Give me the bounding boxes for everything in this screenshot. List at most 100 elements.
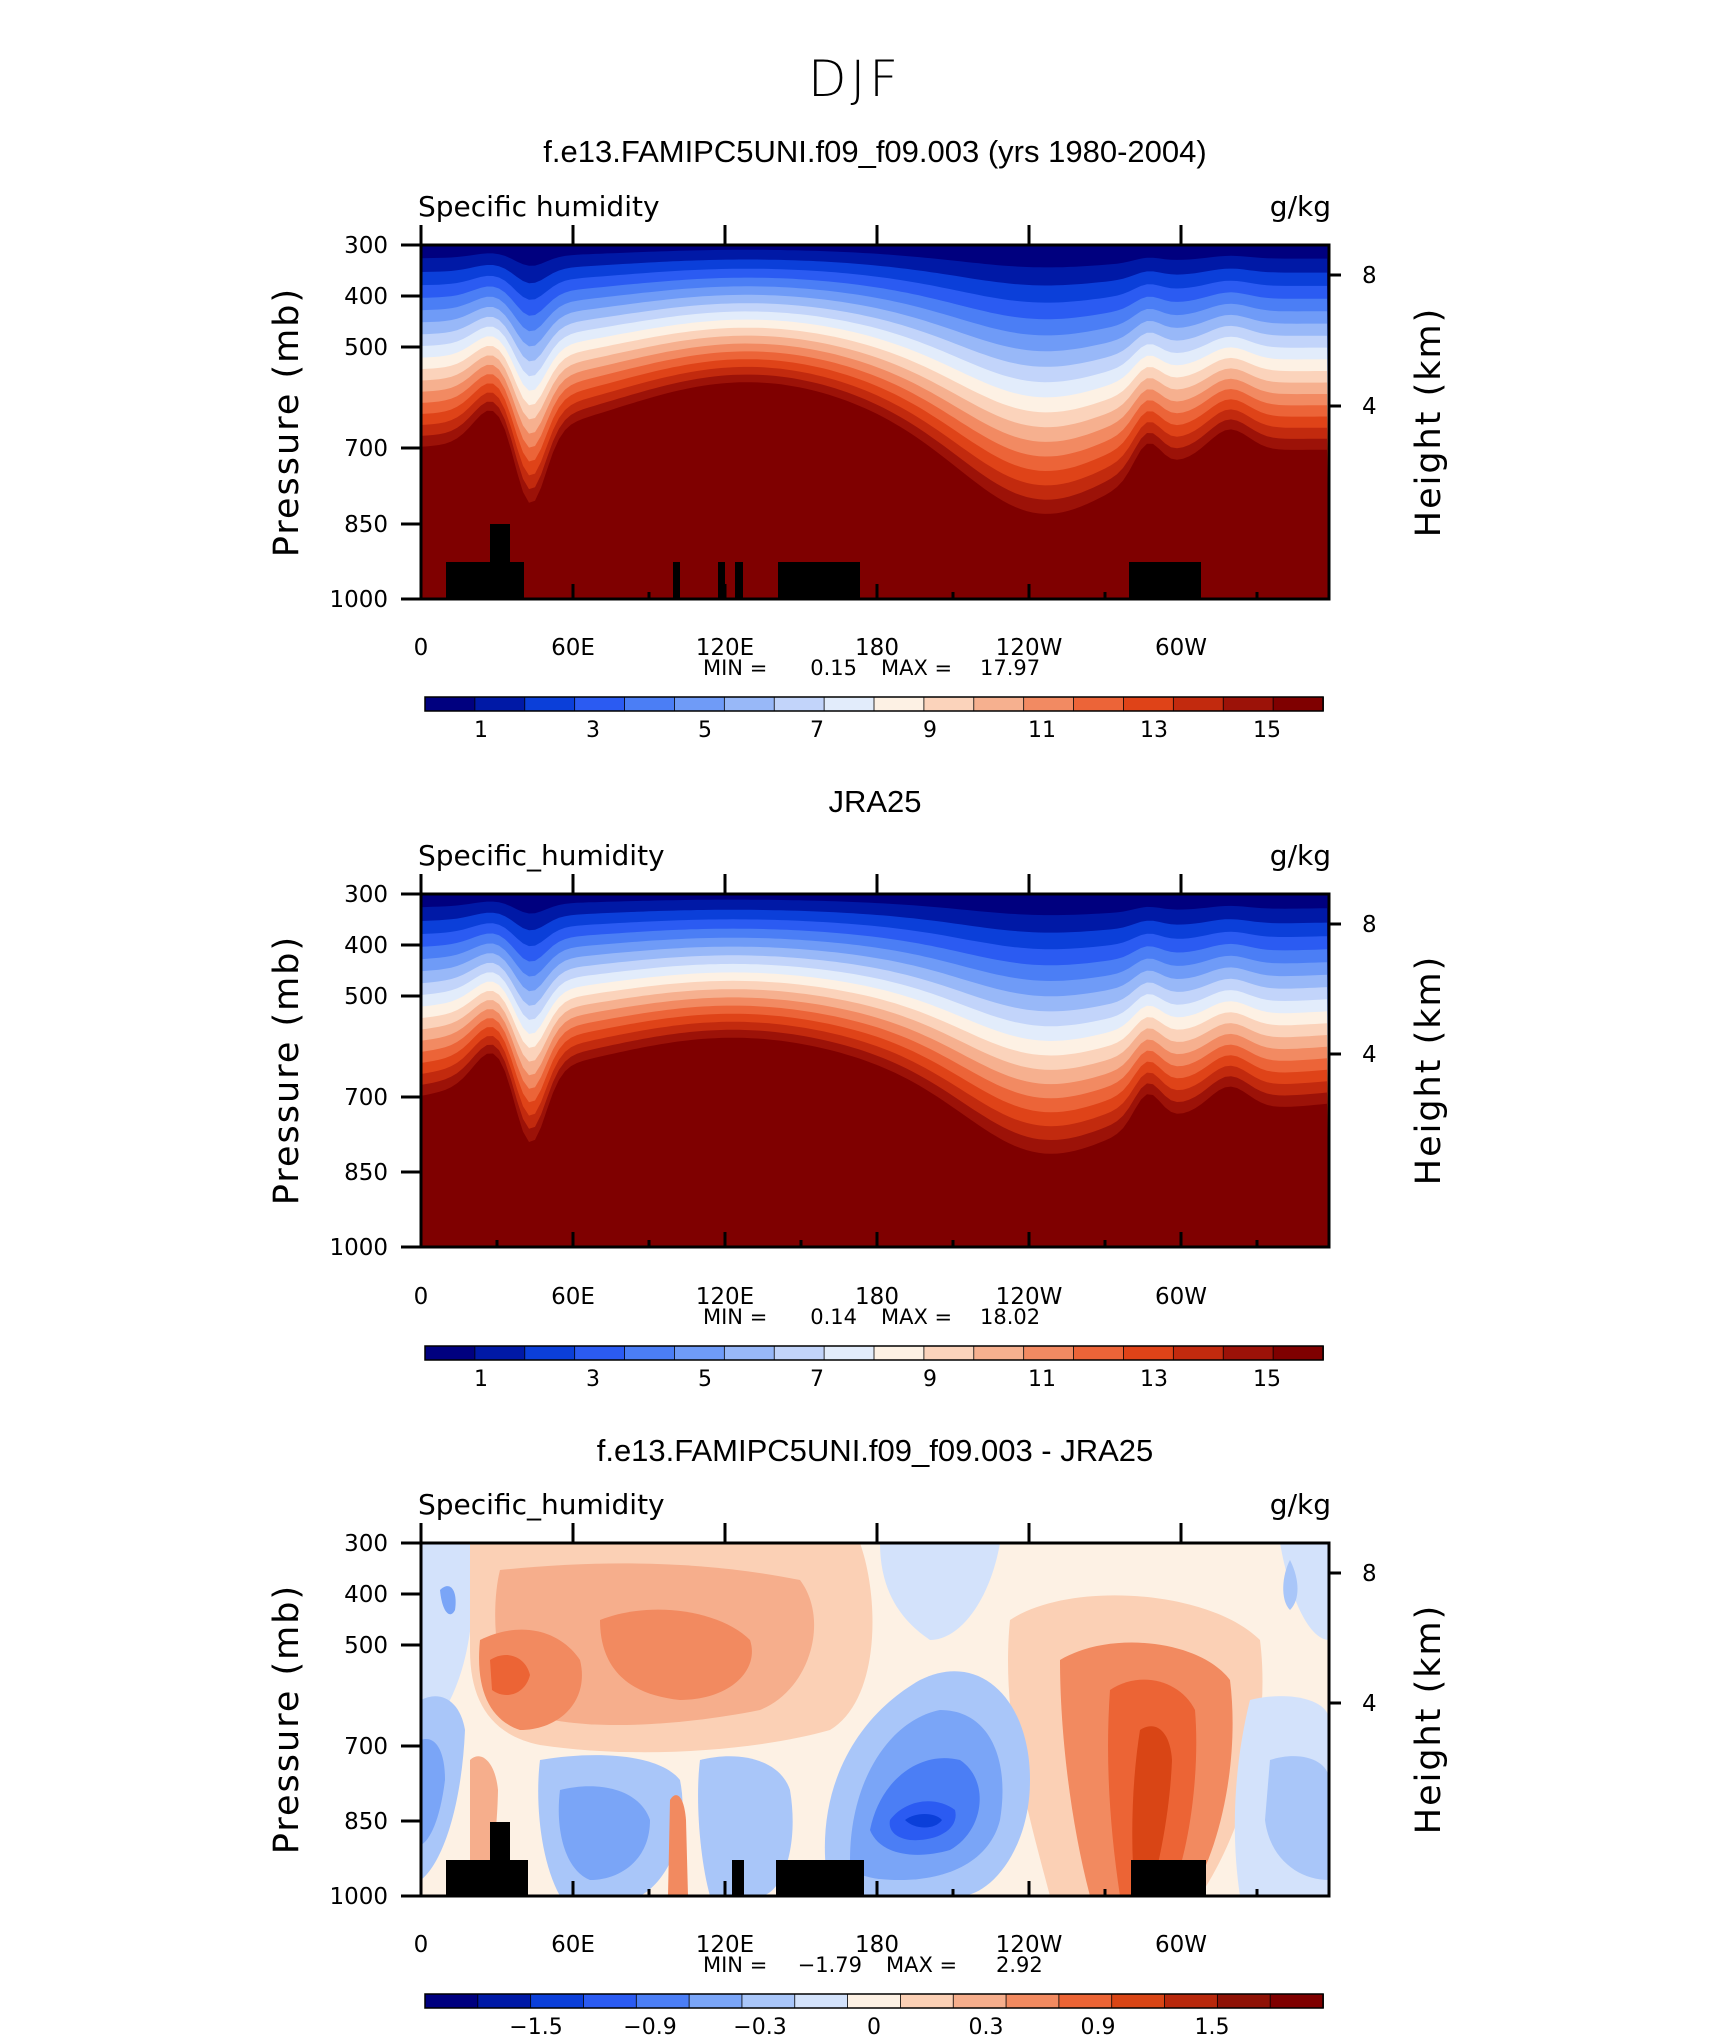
y-tick-label: 1000 [329, 1884, 388, 1910]
colorbar-box [424, 1993, 479, 2009]
field-label: Specific humidity [418, 190, 660, 223]
y-axis-label: Pressure (mb) [267, 1584, 307, 1854]
colorbar-label: 11 [1028, 718, 1056, 743]
y-tick-labels: 300 400 500 700 850 1000 [329, 233, 388, 613]
colorbar-box [674, 1345, 726, 1361]
y-tick-label: 300 [344, 882, 388, 908]
contour-band [421, 1037, 1329, 1247]
min-label: MIN = [703, 656, 767, 680]
colorbar-box [1164, 1993, 1219, 2009]
colorbar-box [873, 1345, 925, 1361]
plot-area [421, 245, 1329, 599]
colorbar-box [923, 696, 975, 712]
contour-band [421, 382, 1329, 599]
x-tick-label: 60W [1155, 1284, 1207, 1310]
colorbar-box [530, 1993, 585, 2009]
colorbar-box [1023, 696, 1075, 712]
x-tick-label: 60E [551, 1284, 595, 1310]
max-value: 17.97 [980, 656, 1040, 680]
height-tick-label: 4 [1362, 1691, 1377, 1717]
colorbar: 1 3 5 7 9 11 13 15 [424, 696, 1324, 743]
colorbar-box [1172, 696, 1225, 712]
unit-label: g/kg [1270, 1488, 1331, 1521]
colorbar-label: 11 [1028, 1367, 1056, 1392]
topography-mask [446, 1822, 1206, 1896]
colorbar-box [847, 1993, 902, 2009]
colorbar-box [1222, 696, 1275, 712]
y-tick-label: 850 [344, 1160, 388, 1186]
colorbar-box [688, 1993, 743, 2009]
y-tick-label: 500 [344, 984, 388, 1010]
height-tick-label: 4 [1362, 394, 1377, 420]
colorbar-box [1005, 1993, 1060, 2009]
x-tick-label: 120E [696, 635, 754, 661]
colorbar-box [923, 1345, 975, 1361]
y-right-axis-label: Height (km) [1409, 307, 1449, 538]
colorbar-box [794, 1993, 849, 2009]
panel-model: f.e13.FAMIPC5UNI.f09_f09.003 (yrs 1980-2… [267, 134, 1449, 743]
x-tick-label: 0 [414, 1284, 429, 1310]
plot-frame [419, 1541, 1331, 1898]
panel-reanalysis: JRA25 Specific_humidity g/kg 0 60E 120E … [267, 784, 1449, 1392]
colorbar-label: 15 [1253, 718, 1281, 743]
colorbar-box [973, 696, 1025, 712]
colorbar-box [524, 1345, 576, 1361]
y-right-axis-label: Height (km) [1409, 1604, 1449, 1835]
colorbar-box [1172, 1345, 1225, 1361]
colorbar-labels: 1 3 5 7 9 11 13 15 [474, 1367, 1281, 1392]
colorbar: 1 3 5 7 9 11 13 15 [424, 1345, 1324, 1392]
y-tick-labels: 300 400 500 700 850 1000 [329, 1531, 388, 1910]
min-value: −1.79 [798, 1953, 862, 1977]
colorbar-label: 1 [474, 718, 488, 743]
humidity-field [421, 245, 1329, 599]
y-tick-label: 500 [344, 335, 388, 361]
plot-area [421, 1543, 1329, 1896]
y-tick-labels: 300 400 500 700 850 1000 [329, 882, 388, 1261]
plot-area [421, 894, 1329, 1247]
colorbar-box [773, 696, 826, 712]
colorbar-label: −1.5 [509, 2015, 562, 2038]
panel-title: JRA25 [828, 784, 921, 819]
colorbar-box [1272, 1345, 1324, 1361]
x-tick-marks [401, 1523, 1341, 1898]
x-tick-marks [401, 874, 1341, 1249]
colorbar-label: 0.3 [969, 2015, 1004, 2038]
y-axis-label: Pressure (mb) [267, 287, 307, 557]
y-tick-label: 700 [344, 1085, 388, 1111]
colorbar-box [1272, 696, 1324, 712]
colorbar-box [723, 1345, 776, 1361]
colorbar-box [424, 1345, 476, 1361]
colorbar-box [524, 696, 576, 712]
colorbar-box [773, 1345, 826, 1361]
colorbar-box [674, 696, 726, 712]
colorbar-box [635, 1993, 691, 2009]
colorbar-label: 7 [810, 1367, 824, 1392]
colorbar-label: −0.9 [623, 2015, 676, 2038]
y-right-axis-label: Height (km) [1409, 955, 1449, 1186]
stats-line: MIN = −1.79 MAX = 2.92 [703, 1953, 1043, 1977]
y-tick-label: 300 [344, 1531, 388, 1557]
colorbar-box [823, 1345, 875, 1361]
x-tick-marks [401, 225, 1341, 601]
y-tick-label: 700 [344, 1734, 388, 1760]
colorbar-label: 1.5 [1195, 2015, 1230, 2038]
y-tick-label: 850 [344, 1809, 388, 1835]
y-right-tick-labels: 8 4 [1362, 1561, 1377, 1717]
x-tick-label: 60E [551, 635, 595, 661]
colorbar-labels: 1 3 5 7 9 11 13 15 [474, 718, 1281, 743]
colorbar-box [1073, 696, 1125, 712]
x-tick-label: 120E [696, 1932, 754, 1958]
difference-field [421, 1543, 1329, 1896]
colorbar-label: 13 [1140, 1367, 1168, 1392]
panel-title: f.e13.FAMIPC5UNI.f09_f09.003 - JRA25 [597, 1433, 1154, 1468]
colorbar-box [477, 1993, 532, 2009]
plot-frame [419, 892, 1331, 1249]
colorbar-box [1023, 1345, 1075, 1361]
y-tick-label: 300 [344, 233, 388, 259]
y-tick-label: 400 [344, 1582, 388, 1608]
colorbar-box [1073, 1345, 1125, 1361]
x-tick-label: 180 [855, 635, 899, 661]
colorbar-box [873, 696, 925, 712]
x-tick-label: 120E [696, 1284, 754, 1310]
colorbar-label: 3 [586, 718, 600, 743]
